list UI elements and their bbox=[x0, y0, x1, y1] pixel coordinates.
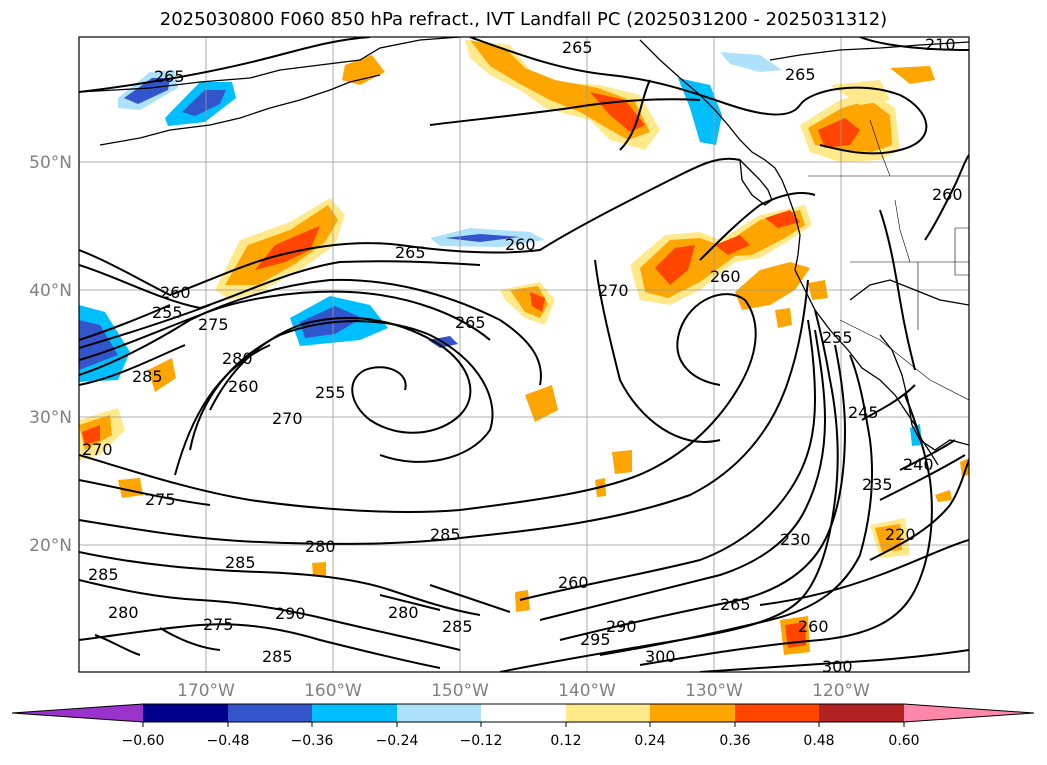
colorbar-bin bbox=[566, 704, 650, 722]
shaded-anomalies bbox=[79, 40, 969, 655]
colorbar-tick-label: −0.48 bbox=[207, 733, 250, 749]
colorbar-bin bbox=[735, 704, 819, 722]
contour-label: 285 bbox=[262, 647, 293, 666]
contour-label: 255 bbox=[822, 328, 853, 347]
contour-label: 275 bbox=[198, 315, 229, 334]
contour-label: 255 bbox=[315, 383, 346, 402]
contour-label: 280 bbox=[108, 603, 139, 622]
lon-label-120w: 120°W bbox=[812, 681, 870, 701]
map-frame bbox=[78, 36, 970, 673]
refractivity-contours bbox=[79, 37, 969, 672]
colorbar-tick-label: 0.60 bbox=[888, 733, 919, 749]
lat-label-50n: 50°N bbox=[29, 153, 72, 173]
colorbar-bin bbox=[143, 704, 228, 722]
contour-label: 280 bbox=[388, 603, 419, 622]
contour-label: 285 bbox=[225, 553, 256, 572]
contour-label: 270 bbox=[272, 409, 303, 428]
contour-label: 260 bbox=[710, 267, 741, 286]
contour-label: 265 bbox=[785, 65, 816, 84]
colorbar-bin bbox=[312, 704, 397, 722]
map-plot-area: 265 265 265 210 260 265 260 270 260 255 … bbox=[79, 35, 969, 676]
colorbar-bin bbox=[650, 704, 735, 722]
contour-label: 285 bbox=[442, 617, 473, 636]
contour-label: 260 bbox=[558, 573, 589, 592]
contour-label: 275 bbox=[145, 490, 176, 509]
contour-label: 285 bbox=[132, 367, 163, 386]
colorbar-tick-label: −0.24 bbox=[376, 733, 419, 749]
colorbar-bin bbox=[228, 704, 312, 722]
contour-labels: 265 265 265 210 260 265 260 270 260 255 … bbox=[82, 35, 963, 676]
contour-label: 275 bbox=[203, 615, 234, 634]
contour-label: 245 bbox=[848, 403, 879, 422]
contour-label: 260 bbox=[505, 235, 536, 254]
lon-label-150w: 150°W bbox=[431, 681, 489, 701]
colorbar-bin bbox=[397, 704, 481, 722]
contour-label: 255 bbox=[152, 303, 183, 322]
contour-label: 265 bbox=[455, 313, 486, 332]
contour-label: 235 bbox=[862, 475, 893, 494]
contour-label: 300 bbox=[822, 657, 853, 676]
graticule bbox=[79, 37, 969, 672]
contour-label: 265 bbox=[395, 243, 426, 262]
longitude-labels: 170°W 160°W 150°W 140°W 130°W 120°W bbox=[177, 681, 870, 701]
political-borders bbox=[808, 119, 969, 401]
contour-label: 270 bbox=[598, 281, 629, 300]
contour-label: 260 bbox=[932, 185, 963, 204]
contour-label: 285 bbox=[430, 525, 461, 544]
colorbar-tick-label: −0.60 bbox=[122, 733, 165, 749]
colorbar-extend-low bbox=[12, 704, 143, 722]
colorbar-tick-label: 0.48 bbox=[803, 733, 834, 749]
contour-label: 290 bbox=[606, 617, 637, 636]
contour-label: 270 bbox=[82, 440, 113, 459]
latitude-labels: 50°N 40°N 30°N 20°N bbox=[29, 153, 72, 556]
colorbar-tick-label: −0.12 bbox=[460, 733, 503, 749]
contour-label: 210 bbox=[925, 35, 956, 54]
colorbar: −0.60 −0.48 −0.36 −0.24 −0.12 0.12 0.24 … bbox=[11, 703, 1035, 749]
contour-label: 260 bbox=[160, 283, 191, 302]
contour-label: 280 bbox=[222, 349, 253, 368]
contour-label: 285 bbox=[88, 565, 119, 584]
contour-label: 240 bbox=[903, 455, 934, 474]
colorbar-extend-high bbox=[904, 704, 1034, 722]
contour-label: 290 bbox=[275, 604, 306, 623]
lat-label-20n: 20°N bbox=[29, 536, 72, 556]
contour-label: 265 bbox=[720, 595, 751, 614]
contour-label: 265 bbox=[154, 67, 185, 86]
contour-label: 230 bbox=[780, 530, 811, 549]
contour-label: 300 bbox=[645, 647, 676, 666]
contour-label: 265 bbox=[562, 38, 593, 57]
colorbar-tick-label: 0.24 bbox=[634, 733, 665, 749]
colorbar-tick-label: 0.36 bbox=[719, 733, 750, 749]
contour-label: 260 bbox=[228, 377, 259, 396]
contour-label: 220 bbox=[885, 525, 916, 544]
lon-label-160w: 160°W bbox=[304, 681, 362, 701]
lon-label-130w: 130°W bbox=[685, 681, 743, 701]
contour-label: 260 bbox=[798, 617, 829, 636]
lon-label-170w: 170°W bbox=[177, 681, 235, 701]
colorbar-tick-label: 0.12 bbox=[550, 733, 581, 749]
coastlines bbox=[79, 37, 969, 466]
colorbar-tick-label: −0.36 bbox=[291, 733, 334, 749]
colorbar-bin bbox=[819, 704, 904, 722]
contour-label: 280 bbox=[305, 537, 336, 556]
lon-label-140w: 140°W bbox=[558, 681, 616, 701]
lat-label-30n: 30°N bbox=[29, 408, 72, 428]
lat-label-40n: 40°N bbox=[29, 281, 72, 301]
colorbar-bin bbox=[481, 704, 566, 722]
contour-label: 295 bbox=[580, 630, 611, 649]
map-title: 2025030800 F060 850 hPa refract., IVT La… bbox=[159, 9, 888, 30]
